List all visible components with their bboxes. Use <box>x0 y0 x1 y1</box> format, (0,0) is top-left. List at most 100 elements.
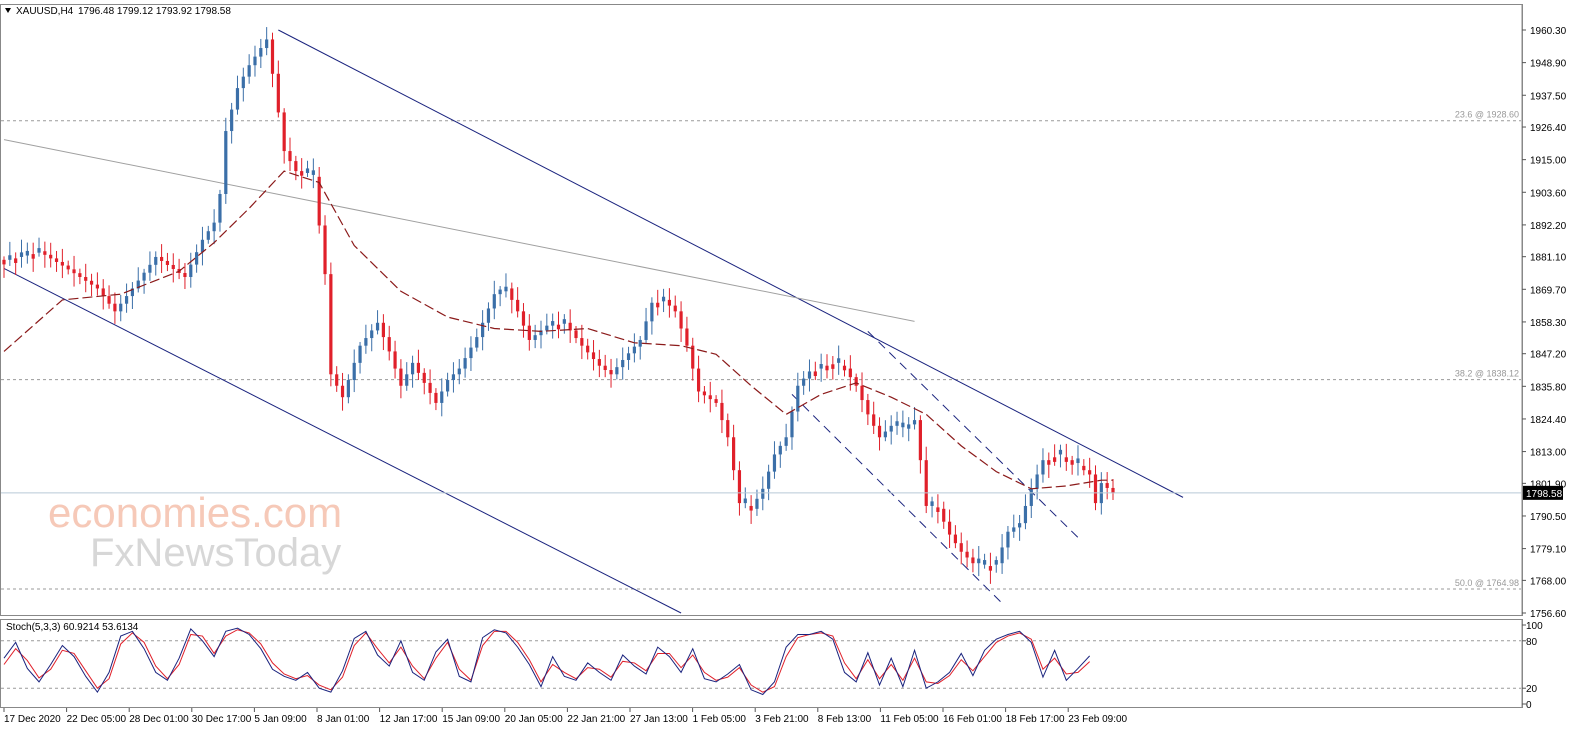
candle-bear <box>428 382 432 393</box>
price-axis: 1960.30 1948.90 1937.50 1926.40 1915.00 1903.… <box>1521 4 1567 620</box>
candle-bear <box>854 377 858 386</box>
candle-bull <box>19 252 24 257</box>
stoch-axis: 100 80 20 0 <box>1521 619 1543 711</box>
candle-bear <box>942 508 946 522</box>
candle-bull <box>498 289 502 295</box>
candle-bear <box>749 505 753 511</box>
candle-bull <box>405 374 409 386</box>
stoch-label: Stoch(5,3,3) 60.9214 53.6134 <box>6 622 139 633</box>
candle-bull <box>475 337 479 348</box>
candle-bull <box>358 345 362 363</box>
candle-bear <box>696 368 701 392</box>
candle-bull <box>819 364 823 369</box>
candle-bull <box>230 109 234 132</box>
candle-bear <box>393 351 397 369</box>
candle-bear <box>591 352 596 360</box>
candle-bear <box>31 254 35 259</box>
candle-bull <box>626 353 631 360</box>
candle-bull <box>206 231 210 240</box>
trendline-channel-lower <box>3 267 682 614</box>
candle-bear <box>95 284 99 289</box>
stoch-k-line <box>3 627 1091 696</box>
candle-bull <box>440 391 444 403</box>
candle-bull <box>907 424 911 429</box>
candle-bull <box>247 65 251 77</box>
candle-bear <box>434 392 438 403</box>
candle-bull <box>218 193 222 223</box>
candle-bear <box>101 288 105 297</box>
trendline-channel-upper <box>278 29 1184 498</box>
candle-bull <box>410 362 415 375</box>
price-tick-label: 1948.90 <box>1530 59 1567 70</box>
candle-bear <box>1064 457 1068 462</box>
trendline-dashed-upper <box>867 331 1079 538</box>
trendlines <box>3 29 1184 614</box>
candle-bull <box>311 170 315 175</box>
candle-bear <box>586 345 590 353</box>
candle-bull <box>1035 474 1039 489</box>
candle-bear <box>1093 474 1098 504</box>
candle-bull <box>481 322 485 338</box>
candle-bull <box>1041 460 1045 475</box>
symbol-label: XAUUSD,H4 <box>16 6 74 17</box>
candle-bear <box>288 151 292 162</box>
candle-bear <box>714 399 718 403</box>
candle-bear <box>720 402 724 421</box>
candle-bull <box>492 294 496 309</box>
candle-bear <box>49 254 53 259</box>
candle-bear <box>159 256 164 261</box>
candle-bull <box>154 256 158 265</box>
time-tick-label: 18 Feb 17:00 <box>1006 714 1065 725</box>
time-tick-label: 28 Dec 01:00 <box>129 714 189 725</box>
candle-bear <box>737 470 742 504</box>
candle-bull <box>241 76 245 89</box>
candle-bear <box>685 328 689 346</box>
candle-bull <box>790 411 794 438</box>
candle-bull <box>802 378 806 386</box>
ohlc-readout: 1796.48 1799.12 1793.92 1798.58 <box>78 6 231 17</box>
price-tick-label: 1869.70 <box>1530 285 1567 296</box>
main-panel-frame <box>0 4 1523 616</box>
time-tick-label: 22 Jan 21:00 <box>567 714 625 725</box>
candle-bear <box>702 391 707 396</box>
candle-bear <box>953 534 958 544</box>
candle-bear <box>317 176 321 226</box>
symbol-dropdown-icon[interactable] <box>5 8 11 13</box>
candle-bull <box>148 264 152 273</box>
candle-bull <box>982 560 987 565</box>
candle-bear <box>679 311 683 329</box>
candle-bear <box>656 302 660 308</box>
candle-bear <box>282 112 286 152</box>
candle-bull <box>142 272 146 281</box>
candle-bear <box>1082 465 1086 471</box>
time-tick-label: 1 Feb 05:00 <box>693 714 747 725</box>
moving-average-line <box>3 170 1113 490</box>
candle-bull <box>504 286 508 292</box>
time-tick-label: 8 Jan 01:00 <box>317 714 370 725</box>
candle-bear <box>329 274 333 375</box>
candle-bear <box>165 260 170 265</box>
candle-bull <box>743 498 747 504</box>
time-tick-label: 23 Feb 09:00 <box>1068 714 1127 725</box>
candle-bull <box>977 558 981 564</box>
candle-bull <box>375 322 380 331</box>
candle-bear <box>521 311 526 326</box>
candle-bull <box>796 385 800 412</box>
price-tick-label: 1779.10 <box>1530 545 1567 556</box>
candle-bull <box>930 501 934 506</box>
candle-bear <box>667 299 671 306</box>
candle-bull <box>189 264 193 277</box>
stochastic-oscillator <box>1 627 1521 696</box>
candle-bull <box>837 358 841 363</box>
time-tick-label: 5 Jan 09:00 <box>254 714 307 725</box>
candle-bear <box>813 371 817 377</box>
candle-bull <box>451 374 456 381</box>
candle-bull <box>130 288 135 297</box>
candle-bear <box>2 259 6 265</box>
candles <box>2 27 1115 584</box>
candle-bear <box>988 566 993 571</box>
candle-bull <box>469 347 473 359</box>
candle-bull <box>644 321 648 340</box>
candle-bear <box>43 251 47 255</box>
